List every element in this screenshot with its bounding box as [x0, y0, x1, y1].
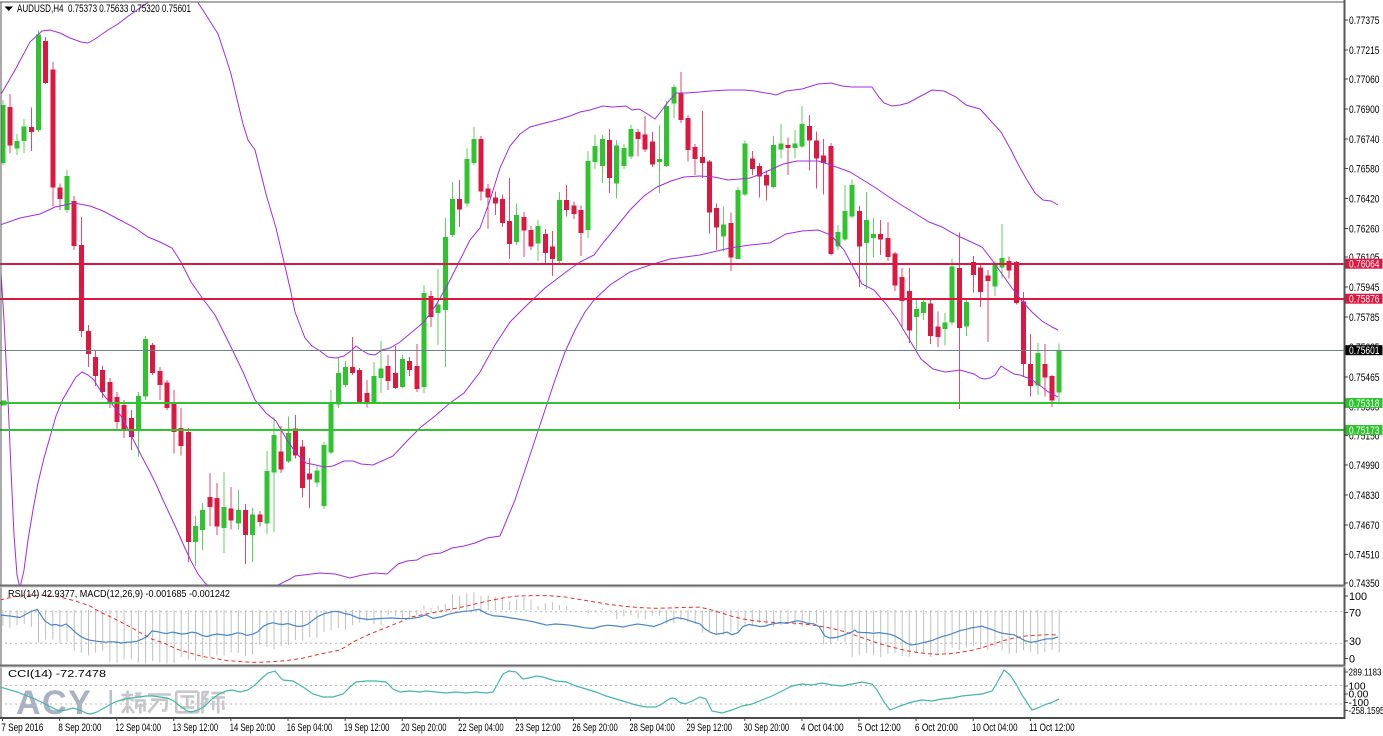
svg-text:0: 0: [1349, 653, 1355, 665]
svg-text:0.75945: 0.75945: [1349, 282, 1380, 294]
svg-text:100: 100: [1349, 591, 1367, 603]
svg-text:0.76260: 0.76260: [1349, 223, 1380, 235]
svg-text:23 Sep 12:00: 23 Sep 12:00: [515, 722, 561, 734]
svg-text:0.00: 0.00: [1349, 690, 1369, 701]
svg-text:26 Sep 20:00: 26 Sep 20:00: [572, 722, 618, 734]
svg-text:13 Sep 12:00: 13 Sep 12:00: [173, 722, 219, 734]
svg-text:-100: -100: [1349, 698, 1370, 709]
svg-text:30: 30: [1349, 636, 1361, 648]
svg-text:29 Sep 12:00: 29 Sep 12:00: [687, 722, 733, 734]
svg-text:19 Sep 12:00: 19 Sep 12:00: [344, 722, 390, 734]
svg-text:0.75876: 0.75876: [1349, 294, 1380, 306]
svg-text:RSI(14) 42.9377, MACD(12,26,9): RSI(14) 42.9377, MACD(12,26,9) -0.001685…: [8, 588, 230, 600]
svg-text:10 Oct 04:00: 10 Oct 04:00: [972, 722, 1018, 734]
svg-text:0.77060: 0.77060: [1349, 74, 1380, 86]
svg-text:0.76580: 0.76580: [1349, 163, 1380, 175]
svg-text:0.76420: 0.76420: [1349, 193, 1380, 205]
svg-text:30 Sep 20:00: 30 Sep 20:00: [744, 722, 790, 734]
svg-text:0.75465: 0.75465: [1349, 372, 1380, 384]
svg-text:12 Sep 04:00: 12 Sep 04:00: [116, 722, 162, 734]
svg-text:0.76064: 0.76064: [1349, 259, 1380, 271]
svg-text:ACY: ACY: [16, 684, 92, 722]
svg-text:AUDUSD,H4 0.75373 0.75633 0.7: AUDUSD,H4 0.75373 0.75633 0.75320 0.7560…: [17, 3, 191, 15]
svg-text:16 Sep 04:00: 16 Sep 04:00: [287, 722, 333, 734]
svg-text:22 Sep 04:00: 22 Sep 04:00: [458, 722, 504, 734]
svg-text:CCI(14) -72.7478: CCI(14) -72.7478: [8, 668, 106, 680]
svg-text:0.74350: 0.74350: [1349, 578, 1380, 590]
svg-text:6 Oct 20:00: 6 Oct 20:00: [915, 722, 958, 734]
svg-text:70: 70: [1349, 607, 1361, 619]
svg-text:0.74670: 0.74670: [1349, 520, 1380, 532]
svg-text:0.77375: 0.77375: [1349, 15, 1380, 27]
svg-text:0.74830: 0.74830: [1349, 490, 1380, 502]
svg-text:4 Oct 04:00: 4 Oct 04:00: [801, 722, 844, 734]
svg-text:7 Sep 2016: 7 Sep 2016: [1, 722, 43, 734]
svg-text:0.75173: 0.75173: [1349, 425, 1380, 437]
svg-text:-258.1595: -258.1595: [1349, 706, 1383, 717]
svg-text:0.77215: 0.77215: [1349, 45, 1380, 57]
svg-text:0.75785: 0.75785: [1349, 312, 1380, 324]
svg-text:8 Sep 20:00: 8 Sep 20:00: [58, 722, 101, 734]
svg-text:11 Oct 12:00: 11 Oct 12:00: [1029, 722, 1075, 734]
svg-text:14 Sep 20:00: 14 Sep 20:00: [230, 722, 276, 734]
svg-text:0.74510: 0.74510: [1349, 549, 1380, 561]
svg-text:28 Sep 04:00: 28 Sep 04:00: [629, 722, 675, 734]
svg-text:0.75601: 0.75601: [1349, 345, 1380, 357]
svg-text:100: 100: [1349, 682, 1366, 693]
svg-text:0.76900: 0.76900: [1349, 104, 1380, 116]
svg-text:0.74990: 0.74990: [1349, 460, 1380, 472]
svg-text:5 Oct 12:00: 5 Oct 12:00: [858, 722, 901, 734]
svg-text:0.75318: 0.75318: [1349, 398, 1380, 410]
svg-text:20 Sep 20:00: 20 Sep 20:00: [401, 722, 447, 734]
svg-text:0.76740: 0.76740: [1349, 134, 1380, 146]
svg-text:289.1183: 289.1183: [1349, 668, 1382, 679]
